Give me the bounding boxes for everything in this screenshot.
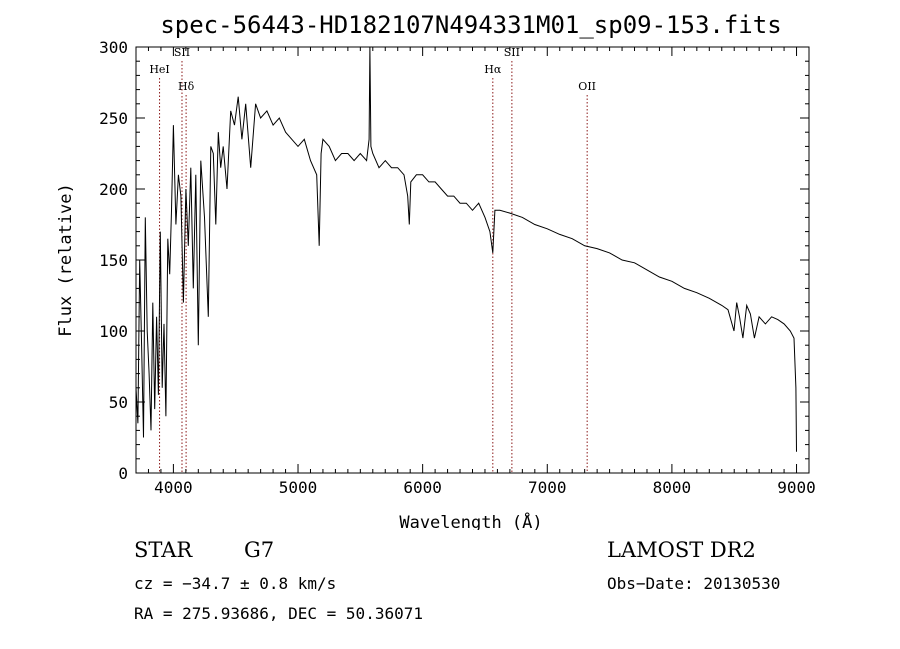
y-tick-label: 200 [99,180,128,199]
y-tick-label: 150 [99,251,128,270]
chart-title: spec-56443-HD182107N494331M01_sp09-153.f… [160,11,781,39]
y-tick-label: 100 [99,322,128,341]
plot-frame [135,46,810,474]
line-marker-label: SII [174,46,190,59]
y-tick-label: 50 [109,393,128,412]
x-axis-label: Wavelength (Å) [399,511,542,530]
x-tick-label: 7000 [528,478,567,497]
line-marker-label: Hα [484,63,502,76]
object-subclass: G7 [244,538,275,562]
x-tick-label: 5000 [279,478,318,497]
x-tick-label: 8000 [653,478,692,497]
redshift-velocity: cz = −34.7 ± 0.8 km/s [134,574,337,593]
y-tick-label: 0 [118,464,128,483]
coordinates: RA = 275.93686, DEC = 50.36071 [134,604,423,623]
axis-ticks: 4000 5000 6000 7000 8000 9000 0 50 100 150 200 250 3… [99,38,816,497]
spectrum-chart: spec-56443-HD182107N494331M01_sp09-153.f… [56,11,816,530]
y-tick-label: 300 [99,38,128,57]
survey-name: LAMOST DR2 [607,538,756,562]
observation-date: Obs−Date: 20130530 [607,574,781,593]
x-tick-label: 9000 [777,478,816,497]
x-tick-label: 6000 [403,478,442,497]
line-marker-label: HeI [149,63,169,76]
x-tick-label: 4000 [154,478,193,497]
object-class: STAR [134,538,193,562]
line-marker-label: OII [578,80,596,93]
y-axis-label: Flux (relative) [56,183,76,337]
spectrum-line [135,46,797,452]
line-marker-label: SII [504,46,520,59]
line-marker-label: Hδ [178,80,195,93]
y-tick-label: 250 [99,109,128,128]
